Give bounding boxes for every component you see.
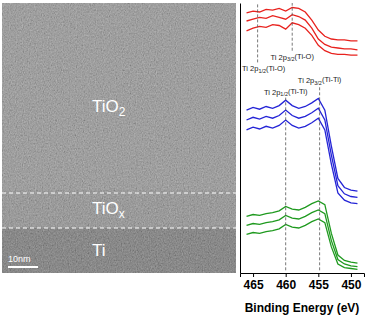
label-patch [297, 75, 343, 85]
x-tick: 465 [244, 273, 264, 292]
interface-line [2, 228, 236, 229]
peak-label: Ti 2p3/2(Ti-O) [271, 52, 315, 62]
annotations: Ti 2p1/2(Ti-O) Ti 2p3/2(Ti-O) Ti 2p3/2(Ti-… [241, 3, 343, 270]
x-tick-label: 455 [309, 278, 329, 292]
spectrum-line [247, 210, 358, 267]
plot-area [247, 8, 358, 270]
peak-label: Ti 2p1/2(Ti-Ti) [264, 87, 308, 97]
peak-line [285, 98, 286, 271]
x-axis: 465 460 455 450 [241, 273, 365, 292]
peak-line [319, 86, 320, 270]
label-patch [270, 52, 316, 62]
x-tick: 460 [276, 273, 296, 292]
x-tick-label: 460 [276, 278, 296, 292]
y-axis-line [240, 4, 241, 274]
layer-label: Ti [92, 241, 106, 260]
spectrum-line [247, 23, 358, 55]
peak-label: Ti 2p1/2(Ti-O) [242, 64, 286, 74]
figure: TiO2 TiOx Ti 10nm 465 460 455 450 Ti 2p1/2(Ti-O)… [0, 0, 371, 329]
x-axis-line [241, 274, 365, 278]
spectrum-line [247, 98, 358, 191]
x-tick: 450 [341, 273, 361, 292]
x-tick-label: 465 [244, 278, 264, 292]
spectrum-line [247, 219, 358, 269]
micrograph: TiO2 TiOx Ti 10nm [2, 3, 236, 273]
scale-bar [8, 266, 38, 268]
texture [2, 3, 236, 273]
spectrum-line [247, 118, 358, 204]
peak-line [292, 3, 293, 51]
x-tick-label: 450 [341, 278, 361, 292]
layer-label: TiO2 [92, 97, 126, 119]
x-tick-mark [286, 273, 287, 277]
spectrum-line [247, 108, 358, 197]
layer-label: TiOx [92, 199, 125, 221]
spectrum-line [247, 8, 358, 41]
peak-line [257, 3, 258, 62]
x-axis-title: Binding Energy (eV) [245, 301, 360, 315]
label-patch [263, 87, 309, 97]
y-axis [240, 4, 241, 274]
x-tick-mark [253, 273, 254, 277]
label-patch [241, 64, 287, 74]
peak-label: Ti 2p3/2(Ti-Ti) [298, 75, 342, 85]
x-tick: 455 [309, 273, 329, 292]
x-tick-mark [351, 273, 352, 277]
interface-line [2, 193, 236, 194]
scale-bar-label: 10nm [8, 254, 31, 264]
spectrum-line [247, 15, 358, 50]
x-tick-mark [318, 273, 319, 277]
